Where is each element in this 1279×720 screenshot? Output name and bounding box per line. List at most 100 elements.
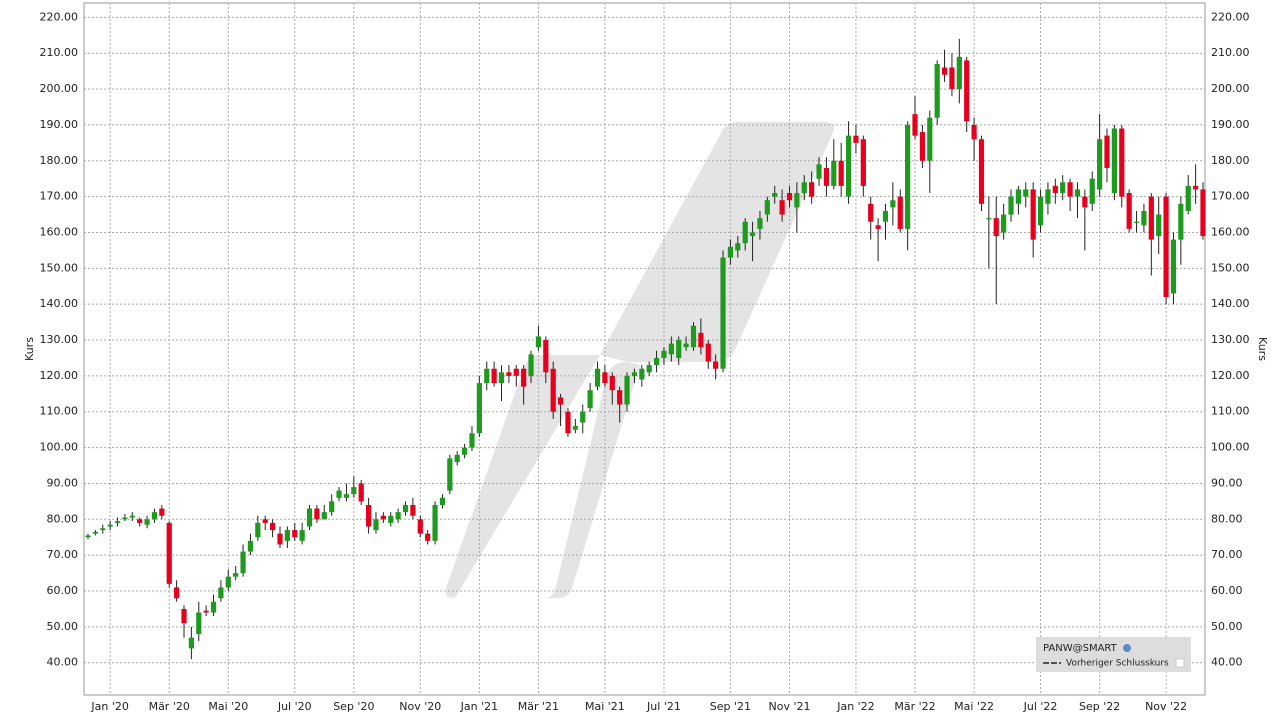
candle-body — [1074, 189, 1081, 197]
candle-body — [860, 139, 866, 186]
candle-body — [779, 200, 785, 215]
candle-body — [816, 164, 822, 179]
x-tick-label: Jan '22 — [836, 700, 874, 713]
candle-body — [284, 530, 290, 541]
candle-body — [1148, 196, 1154, 240]
candle-body — [181, 608, 187, 624]
y-tick-label: 190.00 — [40, 118, 79, 131]
candle-body — [1037, 196, 1044, 226]
candle-body — [262, 519, 268, 523]
candle-body — [727, 246, 734, 258]
candle-body — [735, 243, 741, 251]
candle-body — [1097, 139, 1103, 190]
candle-body — [594, 368, 601, 387]
candle-body — [698, 332, 704, 348]
candle-body — [971, 124, 977, 140]
candle-body — [122, 517, 128, 520]
candle-body — [166, 522, 172, 584]
y2-axis-label: Kurs — [1256, 337, 1269, 361]
y2-tick-label: 180.00 — [1211, 154, 1250, 167]
candle-body — [521, 368, 527, 387]
candle-body — [905, 124, 911, 229]
candle-body — [1178, 203, 1184, 240]
candle-body — [380, 515, 386, 520]
candle-body — [742, 221, 748, 244]
candle-body — [853, 135, 859, 143]
candle-body — [1185, 185, 1191, 211]
candle-body — [129, 515, 135, 518]
x-tick-label: Jan '21 — [460, 700, 498, 713]
candle-body — [270, 522, 276, 531]
candle-body — [749, 232, 756, 237]
candle-body — [602, 372, 608, 384]
candle-body — [255, 522, 261, 538]
x-tick-label: Mär '20 — [149, 700, 190, 713]
y2-tick-label: 50.00 — [1211, 620, 1243, 633]
candle-body — [351, 487, 357, 495]
y-tick-label: 50.00 — [47, 620, 79, 633]
candle-body — [631, 372, 638, 376]
candle-body — [1015, 189, 1021, 204]
legend-series: PANW@SMART — [1043, 643, 1118, 654]
candle-body — [838, 160, 844, 186]
candle-body — [919, 132, 926, 161]
candle-body — [402, 504, 409, 513]
y2-tick-label: 90.00 — [1211, 476, 1243, 489]
y-tick-label: 40.00 — [47, 656, 79, 669]
x-tick-label: Mai '21 — [585, 700, 625, 713]
x-tick-label: Mär '22 — [894, 700, 935, 713]
candle-body — [92, 531, 98, 534]
candle-body — [587, 390, 593, 409]
legend-checkbox — [1175, 658, 1185, 668]
x-tick-label: Sep '20 — [333, 700, 374, 713]
x-tick-label: Mai '20 — [208, 700, 248, 713]
y2-tick-label: 210.00 — [1211, 46, 1250, 59]
y2-tick-label: 140.00 — [1211, 297, 1250, 310]
candle-body — [336, 490, 342, 498]
candle-body — [461, 447, 468, 455]
candle-body — [986, 218, 992, 220]
candle-body — [476, 383, 482, 434]
y2-tick-label: 40.00 — [1211, 656, 1243, 669]
candle-body — [240, 551, 246, 574]
candle-body — [720, 257, 726, 369]
candle-body — [439, 497, 446, 505]
candle-body — [1170, 239, 1177, 294]
candle-body — [203, 610, 209, 613]
candle-body — [801, 182, 807, 194]
candle-body — [506, 372, 512, 376]
candle-body — [543, 340, 549, 373]
x-tick-label: Mai '22 — [954, 700, 994, 713]
candle-body — [432, 504, 438, 541]
y2-tick-label: 70.00 — [1211, 548, 1243, 561]
candle-body — [882, 210, 889, 222]
candle-body — [705, 343, 711, 362]
y-tick-label: 180.00 — [40, 154, 79, 167]
candle-body — [1030, 189, 1036, 240]
candle-body — [329, 501, 335, 513]
y2-tick-label: 110.00 — [1211, 405, 1250, 418]
candle-body — [617, 390, 623, 405]
candle-body — [912, 114, 918, 136]
x-tick-label: Nov '21 — [768, 700, 810, 713]
candle-body — [580, 411, 586, 423]
candle-body — [875, 225, 881, 229]
candle-body — [1089, 178, 1095, 204]
x-tick-label: Mär '21 — [518, 700, 559, 713]
candle-body — [425, 533, 431, 541]
candle-body — [653, 357, 660, 366]
candle-body — [292, 530, 298, 538]
candle-body — [941, 67, 948, 75]
candle-body — [107, 524, 113, 527]
candle-body — [1126, 193, 1132, 229]
candle-body — [314, 508, 320, 520]
candle-body — [772, 193, 778, 197]
candle-body — [498, 372, 505, 384]
y-tick-label: 200.00 — [40, 82, 79, 95]
y2-tick-label: 120.00 — [1211, 369, 1250, 382]
candle-body — [343, 494, 350, 498]
candle-body — [683, 343, 689, 348]
candle-body — [469, 433, 475, 448]
candle-body — [1082, 196, 1088, 208]
candle-body — [1104, 135, 1110, 168]
